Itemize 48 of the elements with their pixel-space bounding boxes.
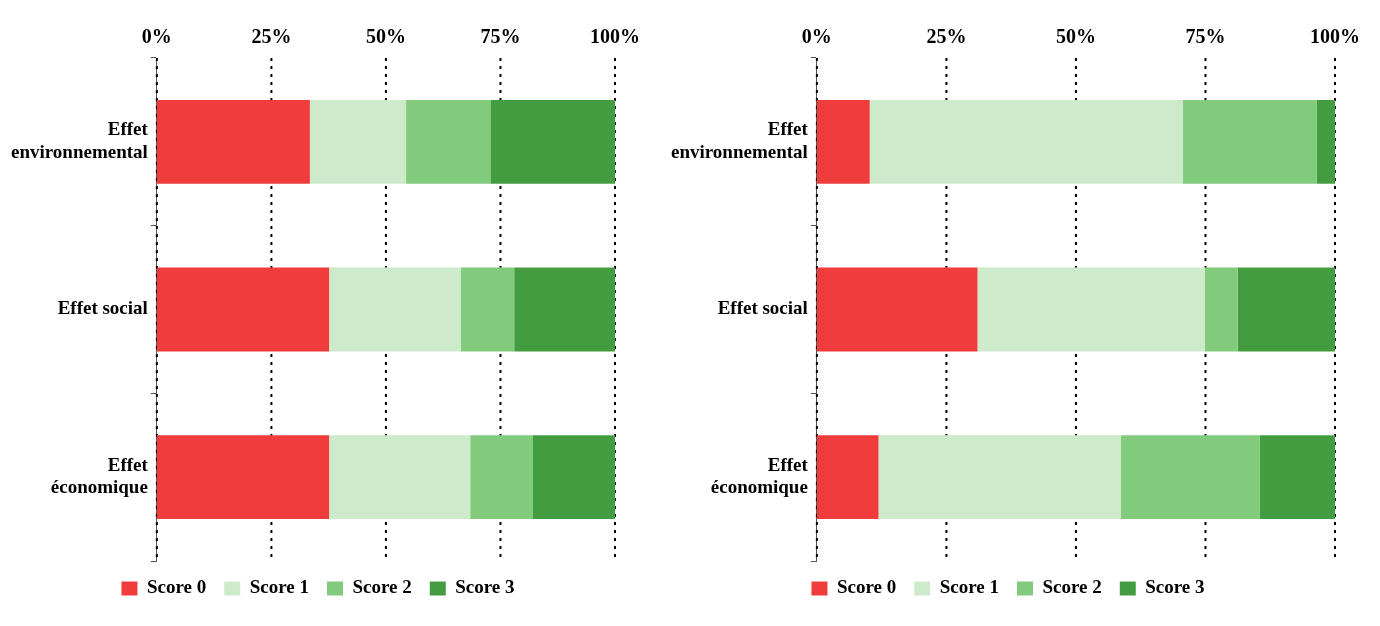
legend-label: Score 2 xyxy=(1042,576,1102,598)
y-tick-label: Effet économique xyxy=(710,453,809,498)
legend-label: Score 0 xyxy=(836,576,897,598)
bar xyxy=(816,435,879,520)
y-tick-label: Effet social xyxy=(57,297,148,319)
bar xyxy=(816,99,870,184)
bar xyxy=(1259,435,1335,520)
bar xyxy=(869,99,1183,184)
bar xyxy=(490,99,615,184)
legend-label: Score 3 xyxy=(1145,576,1205,598)
bar xyxy=(309,99,407,184)
x-tick-label: 100% xyxy=(1310,25,1360,48)
bar xyxy=(156,99,310,184)
y-tick-label: Effet social xyxy=(717,297,808,319)
y-tick-label: Effet environnemental xyxy=(670,118,809,163)
bar xyxy=(470,435,533,520)
bar xyxy=(1121,435,1260,520)
bar xyxy=(514,267,615,352)
bar xyxy=(816,267,978,352)
bar xyxy=(329,267,461,352)
x-tick-label: 75% xyxy=(1185,25,1226,48)
y-tick-label: Effet économique xyxy=(50,453,149,498)
bar xyxy=(977,267,1205,352)
legend-label: Score 2 xyxy=(352,576,412,598)
x-tick-label: 25% xyxy=(926,25,967,48)
bar xyxy=(406,99,491,184)
x-tick-label: 0% xyxy=(801,25,832,48)
y-tick-label: Effet environnemental xyxy=(10,118,149,163)
legend-label: Score 3 xyxy=(455,576,515,598)
x-tick-label: 50% xyxy=(365,25,406,48)
x-tick-label: 100% xyxy=(590,25,640,48)
legend-label: Score 1 xyxy=(939,576,1000,598)
bar xyxy=(1316,99,1335,184)
x-tick-label: 0% xyxy=(141,25,172,48)
bar xyxy=(1204,267,1238,352)
bar xyxy=(878,435,1122,520)
x-tick-label: 75% xyxy=(480,25,521,48)
x-tick-label: 25% xyxy=(251,25,292,48)
legend-label: Score 1 xyxy=(249,576,310,598)
bar xyxy=(532,435,615,520)
legend-label: Score 0 xyxy=(146,576,207,598)
bar xyxy=(1182,99,1317,184)
bar xyxy=(156,435,330,520)
bar xyxy=(460,267,515,352)
x-tick-label: 50% xyxy=(1055,25,1096,48)
bar xyxy=(156,267,330,352)
bar xyxy=(1237,267,1335,352)
bar xyxy=(329,435,471,520)
